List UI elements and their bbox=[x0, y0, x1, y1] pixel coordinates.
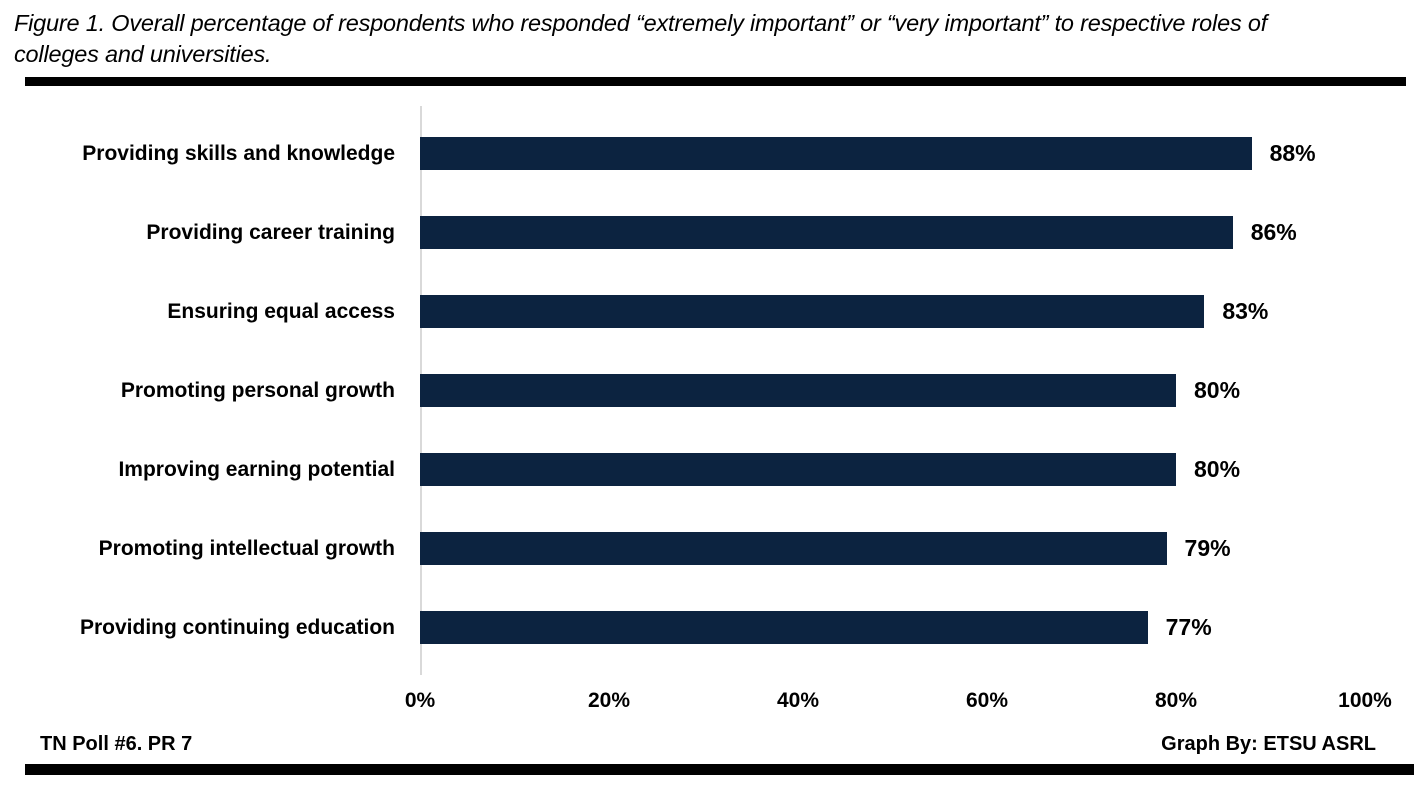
value-label: 86% bbox=[1250, 219, 1297, 246]
value-label: 80% bbox=[1194, 377, 1241, 404]
top-divider-rule bbox=[25, 77, 1406, 87]
category-label: Promoting personal growth bbox=[120, 378, 395, 402]
bar bbox=[420, 137, 1252, 171]
x-tick-label: 20% bbox=[587, 689, 631, 713]
x-tick-label: 40% bbox=[776, 689, 820, 713]
value-label: 77% bbox=[1165, 614, 1212, 641]
bar-track: 77% bbox=[420, 611, 1426, 645]
category-label: Promoting intellectual growth bbox=[98, 536, 395, 560]
value-label: 88% bbox=[1269, 140, 1316, 167]
chart-row: Ensuring equal access 83% bbox=[0, 272, 1426, 351]
chart-row: Providing skills and knowledge 88% bbox=[0, 114, 1426, 193]
x-tick-label: 100% bbox=[1338, 689, 1392, 713]
category-label: Providing continuing education bbox=[80, 615, 395, 639]
chart-row: Promoting intellectual growth 79% bbox=[0, 509, 1426, 588]
bar bbox=[420, 453, 1176, 487]
x-tick-label: 60% bbox=[965, 689, 1009, 713]
bar bbox=[420, 611, 1148, 645]
bar-track: 88% bbox=[420, 137, 1426, 171]
figure-title: Figure 1. Overall percentage of responde… bbox=[0, 0, 1426, 70]
bar bbox=[420, 216, 1233, 250]
bar-chart: Providing skills and knowledge 88% Providi… bbox=[0, 106, 1426, 721]
category-label: Providing career training bbox=[146, 220, 395, 244]
category-label: Ensuring equal access bbox=[167, 299, 395, 323]
value-label: 80% bbox=[1194, 456, 1241, 483]
figure-footer: TN Poll #6. PR 7 Graph By: ETSU ASRL bbox=[0, 721, 1426, 756]
bottom-divider-rule bbox=[25, 764, 1414, 776]
x-tick-label: 80% bbox=[1154, 689, 1198, 713]
bar-track: 80% bbox=[420, 453, 1426, 487]
bar bbox=[420, 374, 1176, 408]
bar bbox=[420, 295, 1205, 329]
bar-track: 80% bbox=[420, 374, 1426, 408]
chart-row: Providing continuing education 77% bbox=[0, 588, 1426, 667]
figure-title-line-1: Figure 1. Overall percentage of responde… bbox=[14, 10, 1268, 36]
value-label: 83% bbox=[1222, 298, 1269, 325]
bar-track: 79% bbox=[420, 532, 1426, 566]
figure-title-line-2: colleges and universities. bbox=[14, 41, 272, 68]
value-label: 79% bbox=[1184, 535, 1231, 562]
chart-rows: Providing skills and knowledge 88% Providi… bbox=[0, 106, 1426, 676]
chart-row: Promoting personal growth 80% bbox=[0, 351, 1426, 430]
category-label: Improving earning potential bbox=[118, 457, 395, 481]
bar-track: 86% bbox=[420, 216, 1426, 250]
chart-row: Providing career training 86% bbox=[0, 193, 1426, 272]
chart-row: Improving earning potential 80% bbox=[0, 430, 1426, 509]
bar bbox=[420, 532, 1167, 566]
x-tick-label: 0% bbox=[404, 689, 436, 713]
x-axis: 0% 20% 40% 60% 80% 100% bbox=[0, 683, 1426, 721]
footer-poll-label: TN Poll #6. PR 7 bbox=[40, 733, 193, 756]
category-label: Providing skills and knowledge bbox=[82, 141, 395, 165]
footer-credit-label: Graph By: ETSU ASRL bbox=[1161, 733, 1376, 756]
bar-track: 83% bbox=[420, 295, 1426, 329]
